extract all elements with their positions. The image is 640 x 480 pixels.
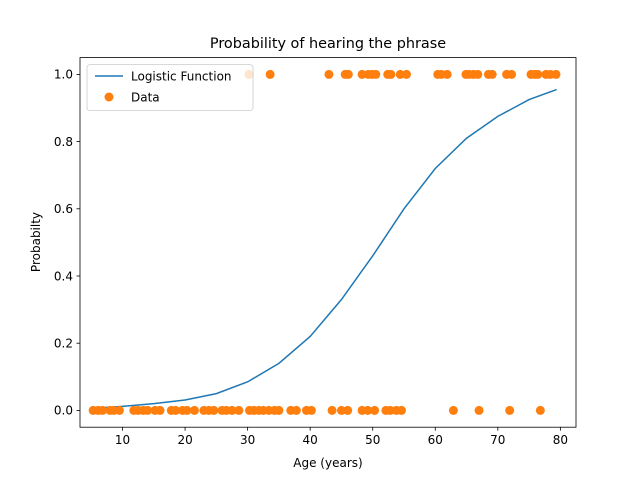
data-point (114, 405, 124, 415)
data-point (363, 405, 373, 415)
data-point (533, 69, 543, 79)
data-point (385, 405, 395, 415)
x-tick-label: 20 (177, 433, 192, 447)
y-tick-label: 0.6 (54, 202, 73, 216)
data-point (487, 69, 497, 79)
plot-marks (88, 69, 561, 415)
y-axis-label: Probabilty (29, 212, 43, 272)
x-tick-label: 30 (240, 433, 255, 447)
data-point (402, 69, 411, 79)
legend-marker-swatch (104, 92, 114, 102)
y-axis-ticks: 0.0 0.2 0.4 0.6 0.8 1.0 (54, 68, 80, 418)
data-point (324, 69, 334, 79)
data-point (227, 405, 237, 415)
data-point (306, 405, 316, 415)
data-point (234, 405, 244, 415)
x-tick-label: 40 (303, 433, 318, 447)
y-tick-label: 0.2 (54, 337, 73, 351)
data-point (182, 405, 192, 415)
x-tick-label: 70 (490, 433, 505, 447)
data-point (155, 405, 165, 415)
y-tick-label: 1.0 (54, 68, 73, 82)
data-point (448, 405, 458, 415)
data-point (209, 405, 219, 415)
data-point (274, 405, 284, 415)
data-point (551, 69, 561, 79)
legend-label-data: Data (131, 91, 160, 105)
data-point (442, 69, 452, 79)
data-point (371, 69, 381, 79)
data-point (343, 405, 353, 415)
x-tick-label: 50 (365, 433, 380, 447)
data-point (505, 405, 515, 415)
data-point (189, 405, 199, 415)
data-point (395, 69, 405, 79)
data-point (386, 69, 396, 79)
legend-label-logistic: Logistic Function (131, 70, 232, 84)
logistic-function-line (91, 88, 557, 410)
data-point (327, 405, 337, 415)
data-point (336, 405, 346, 415)
x-axis-label: Age (years) (293, 456, 362, 470)
y-tick-label: 0.8 (54, 135, 73, 149)
data-point (535, 405, 545, 415)
x-tick-label: 60 (428, 433, 443, 447)
legend-box (86, 64, 254, 111)
data-point (171, 405, 181, 415)
legend: Logistic Function Data (86, 64, 254, 111)
x-tick-label: 80 (553, 433, 568, 447)
data-point (474, 405, 484, 415)
data-point (507, 69, 517, 79)
data-point (98, 405, 108, 415)
data-point (143, 405, 153, 415)
y-tick-label: 0.4 (54, 269, 73, 283)
data-point (357, 69, 367, 79)
data-point (370, 405, 380, 415)
x-axis-ticks: 10 20 30 40 50 60 70 80 (115, 427, 568, 447)
chart-title: Probability of hearing the phrase (210, 36, 446, 52)
y-tick-label: 0.0 (54, 404, 73, 418)
data-point (265, 69, 275, 79)
data-point (291, 405, 301, 415)
axes-frame (79, 57, 577, 428)
data-point (396, 405, 406, 415)
data-point (343, 69, 353, 79)
x-tick-label: 10 (115, 433, 130, 447)
data-point (473, 69, 483, 79)
